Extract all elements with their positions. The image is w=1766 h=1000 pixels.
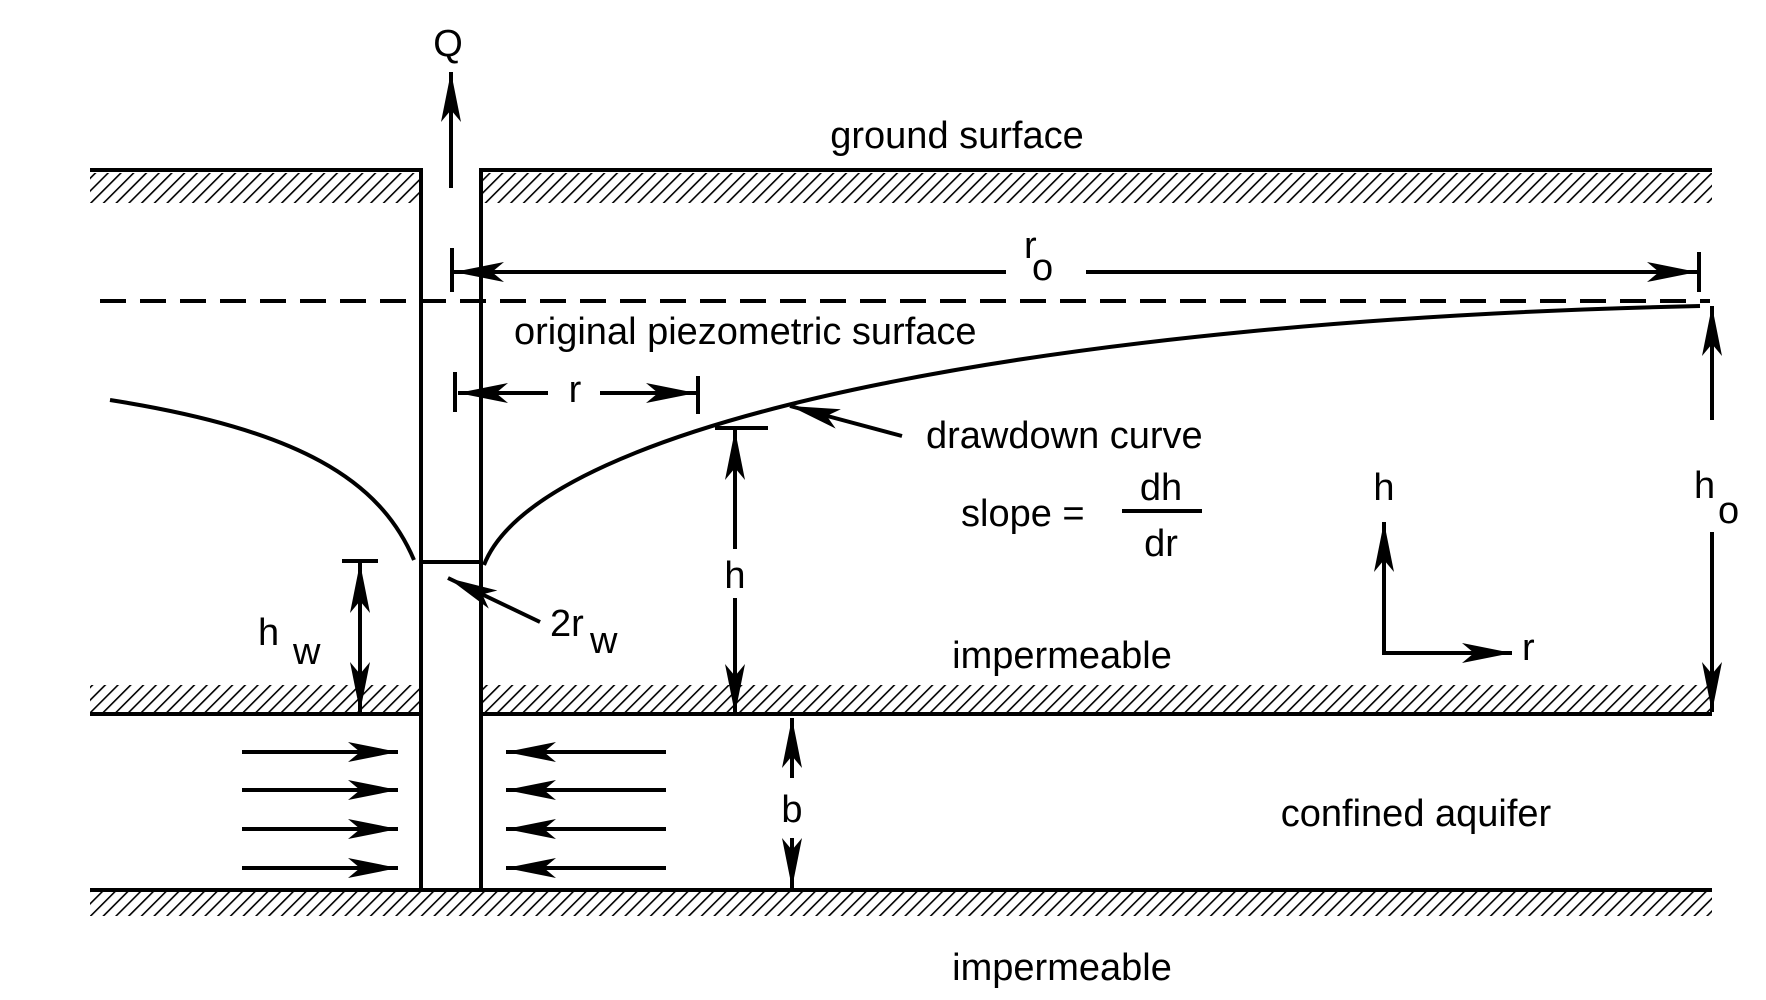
flow-arrows-right [506,742,666,878]
drawdown-curve-left [109,398,416,561]
radial-distance-dimension: r [453,369,700,414]
h-label: h [724,555,745,597]
h0-subscript: o [1718,490,1739,532]
well-head-dimension: h w [258,559,378,712]
well-diameter-subscript: w [589,620,618,662]
initial-head-dimension: h o [1694,306,1739,712]
aquifer-thickness-dimension: b [781,718,803,888]
b-label: b [781,789,802,831]
radius-of-influence-dimension: r o [450,225,1701,292]
upper-impermeable-label: impermeable [952,635,1172,677]
hw-label: h [258,612,279,654]
slope-numerator: dh [1140,467,1182,509]
coordinate-axes: h r [1373,467,1535,669]
slope-prefix: slope = [961,493,1085,535]
piezometric-surface-label: original piezometric surface [514,311,977,353]
ground-surface-layer [90,168,1712,203]
lower-impermeable-label: impermeable [952,947,1172,989]
r0-subscript: o [1032,247,1053,289]
well-diameter-pointer [447,576,541,624]
drawdown-curve-right [482,304,1701,566]
well-casing [419,168,483,890]
axis-r-label: r [1522,627,1535,669]
confined-aquifer-label: confined aquifer [1281,793,1552,835]
axis-h-label: h [1373,467,1394,509]
ground-surface-label: ground surface [830,115,1084,157]
r0-label: r [1024,225,1037,267]
upper-impermeable-layer [90,685,1712,716]
flow-arrows-left [242,742,398,878]
hw-subscript: w [292,631,321,673]
slope-equation: slope = dh dr [961,467,1202,565]
well-diameter-label: 2r [550,603,584,645]
head-dimension: h [715,426,768,714]
drawdown-curve-label: drawdown curve [926,415,1203,457]
lower-impermeable-layer [90,888,1712,916]
drawdown-curve-pointer [789,404,903,438]
discharge-label: Q [433,23,463,65]
h0-label: h [1694,465,1715,507]
r-label: r [569,369,582,411]
slope-denominator: dr [1144,523,1178,565]
